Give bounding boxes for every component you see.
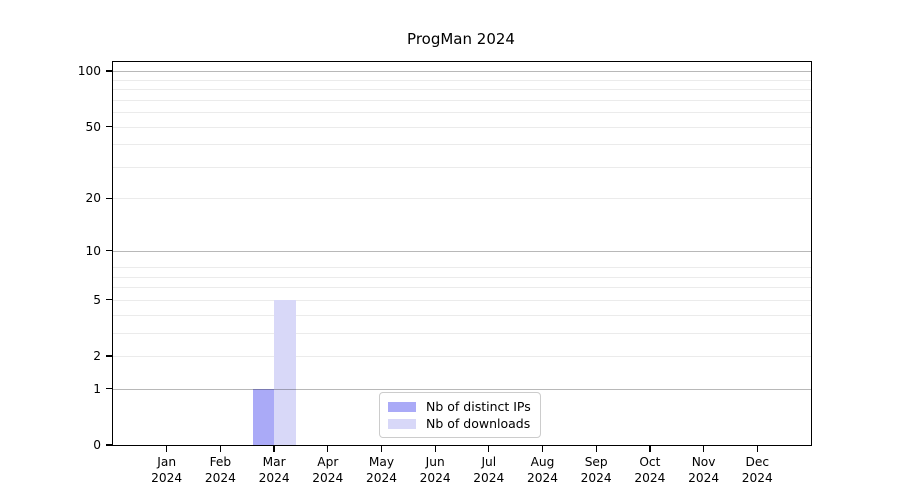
y-tick-mark	[106, 250, 113, 252]
x-tick-label: Oct 2024	[634, 455, 666, 485]
y-gridline-major	[113, 71, 811, 73]
bar-nb-of-distinct-ips	[252, 388, 275, 445]
x-tick-mark	[702, 445, 705, 452]
y-tick-mark	[106, 125, 113, 128]
y-gridline-minor	[113, 166, 811, 168]
y-gridline-major	[113, 250, 811, 252]
y-gridline-minor	[113, 314, 811, 316]
chart-title: ProgMan 2024	[407, 30, 515, 48]
y-tick-mark	[106, 355, 113, 357]
x-tick-mark	[595, 445, 597, 452]
y-tick-label: 0	[93, 438, 101, 452]
x-tick-label: May 2024	[365, 455, 398, 485]
y-gridline-minor	[113, 89, 811, 90]
y-gridline-minor	[113, 287, 811, 289]
x-tick-mark	[756, 445, 758, 452]
x-tick-label: Apr 2024	[312, 455, 344, 485]
y-gridline-minor	[113, 299, 811, 301]
y-tick-label: 20	[85, 191, 101, 206]
x-tick-label: Sep 2024	[580, 455, 612, 485]
x-tick-mark	[541, 445, 544, 452]
x-tick-mark	[649, 445, 651, 452]
x-tick-mark	[380, 445, 383, 452]
x-tick-mark	[273, 445, 275, 452]
y-gridline-minor	[113, 79, 811, 81]
legend-label: Nb of distinct IPs	[426, 399, 531, 414]
x-tick-mark	[488, 445, 490, 452]
legend-item: Nb of downloads	[388, 415, 531, 432]
y-gridline-minor	[113, 332, 811, 334]
legend-item: Nb of distinct IPs	[388, 398, 531, 415]
y-tick-mark	[106, 197, 113, 199]
y-gridline-minor	[113, 126, 811, 128]
x-tick-mark	[327, 445, 329, 452]
x-tick-label: Aug 2024	[526, 455, 559, 485]
y-tick-mark	[106, 70, 113, 72]
y-tick-label: 2	[93, 349, 101, 363]
y-gridline-minor	[113, 144, 811, 146]
y-gridline-minor	[113, 99, 811, 101]
y-gridline-major	[113, 388, 811, 390]
x-tick-label: Jun 2024	[419, 455, 451, 485]
y-tick-label: 1	[93, 381, 101, 396]
y-tick-mark	[106, 299, 113, 301]
y-tick-label: 50	[85, 119, 101, 134]
y-tick-mark	[106, 444, 113, 446]
y-tick-label: 5	[93, 292, 101, 307]
x-tick-mark	[219, 445, 222, 452]
legend-label: Nb of downloads	[426, 416, 531, 431]
x-tick-mark	[434, 445, 436, 452]
x-tick-label: Feb 2024	[204, 455, 236, 485]
bar-nb-of-downloads	[274, 299, 296, 445]
x-tick-label: Jan 2024	[151, 455, 183, 485]
plot-area: 0 1 2 5 10 20 50 100 Jan 2024 Feb 2024 Mar 2024 Apr 20…	[78, 61, 812, 485]
y-gridline-minor	[113, 356, 811, 357]
x-tick-label: Nov 2024	[688, 455, 720, 485]
y-tick-label: 10	[85, 243, 101, 258]
y-gridline-minor	[113, 276, 811, 278]
y-gridline-minor	[113, 198, 811, 200]
y-tick-mark	[106, 388, 113, 390]
x-tick-mark	[166, 445, 168, 452]
y-gridline-minor	[113, 111, 811, 113]
x-tick-label: Dec 2024	[741, 455, 773, 485]
x-tick-label: Mar 2024	[258, 455, 290, 485]
y-tick-label: 100	[77, 64, 101, 79]
x-tick-label: Jul 2024	[473, 455, 505, 485]
legend: Nb of distinct IPs Nb of downloads	[379, 392, 541, 438]
y-gridline-minor	[113, 267, 811, 268]
legend-swatch	[388, 401, 416, 412]
legend-swatch	[388, 418, 416, 429]
